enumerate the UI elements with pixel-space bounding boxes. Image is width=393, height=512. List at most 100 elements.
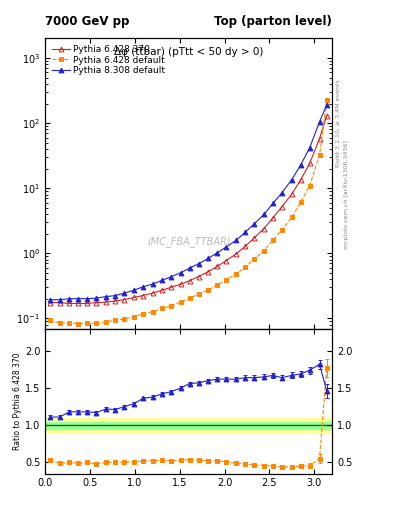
Pythia 6.428 370 [252,235,257,241]
Text: 7000 GeV pp: 7000 GeV pp [45,15,130,28]
Pythia 6.428 370 [160,287,164,293]
Pythia 6.428 370 [113,298,118,304]
Pythia 6.428 default [187,295,192,301]
Pythia 8.308 default [279,189,284,196]
Pythia 8.308 default [187,265,192,271]
Pythia 8.308 default [317,119,322,125]
Pythia 6.428 default [298,199,303,205]
Line: Pythia 6.428 370: Pythia 6.428 370 [47,113,329,306]
Pythia 6.428 default [196,291,201,297]
Pythia 6.428 default [113,317,118,324]
Pythia 6.428 370 [67,301,72,307]
Pythia 8.308 default [151,281,155,287]
Pythia 6.428 370 [317,136,322,142]
Pythia 8.308 default [141,284,145,290]
Pythia 6.428 default [141,311,145,317]
Pythia 8.308 default [132,287,136,293]
Pythia 6.428 370 [224,258,229,264]
Pythia 6.428 default [262,248,266,254]
Legend: Pythia 6.428 370, Pythia 6.428 default, Pythia 8.308 default: Pythia 6.428 370, Pythia 6.428 default, … [50,43,167,77]
Pythia 8.308 default [262,211,266,218]
Pythia 6.428 370 [141,292,145,298]
Pythia 6.428 default [132,313,136,319]
Pythia 8.308 default [160,278,164,284]
Pythia 6.428 default [57,319,62,326]
Pythia 6.428 370 [298,177,303,183]
Pythia 6.428 default [243,264,248,270]
Pythia 6.428 default [289,215,294,221]
Pythia 8.308 default [224,244,229,250]
Pythia 6.428 370 [187,278,192,284]
Pythia 6.428 370 [85,301,90,307]
Pythia 6.428 370 [57,300,62,306]
Pythia 6.428 default [122,316,127,322]
Pythia 6.428 370 [215,263,220,269]
Pythia 8.308 default [206,255,211,261]
Pythia 6.428 default [252,257,257,263]
Pythia 8.308 default [113,292,118,298]
Pythia 8.308 default [76,295,81,302]
Pythia 6.428 370 [262,225,266,231]
Pythia 8.308 default [47,296,52,303]
Pythia 6.428 default [168,303,173,309]
Pythia 6.428 default [85,320,90,326]
Pythia 6.428 default [307,182,312,188]
Pythia 8.308 default [270,200,275,206]
Pythia 6.428 default [47,317,52,324]
Pythia 6.428 default [234,271,239,277]
Pythia 8.308 default [252,221,257,227]
Pythia 6.428 370 [243,243,248,249]
Pythia 6.428 370 [76,301,81,307]
Pythia 8.308 default [307,145,312,151]
Pythia 6.428 370 [132,294,136,301]
Pythia 8.308 default [85,295,90,302]
Text: mcplots.cern.ch [arXiv:1306.3436]: mcplots.cern.ch [arXiv:1306.3436] [344,140,349,249]
Bar [45,418,332,433]
Pythia 6.428 370 [307,160,312,166]
Text: (MC_FBA_TTBAR): (MC_FBA_TTBAR) [147,236,230,247]
Pythia 8.308 default [57,296,62,303]
Pythia 8.308 default [94,295,99,301]
Pythia 6.428 370 [289,191,294,197]
Pythia 8.308 default [67,295,72,302]
Text: Rivet 3.1.10; ≥ 3.4M events: Rivet 3.1.10; ≥ 3.4M events [336,79,341,167]
Pythia 8.308 default [178,270,183,276]
Line: Pythia 6.428 default: Pythia 6.428 default [47,97,329,326]
Bar [45,421,332,429]
Pythia 6.428 default [178,299,183,305]
Pythia 6.428 default [206,287,211,293]
Line: Pythia 8.308 default: Pythia 8.308 default [47,102,329,302]
Pythia 6.428 370 [151,290,155,296]
Pythia 6.428 default [317,152,322,158]
Pythia 6.428 370 [270,215,275,221]
Pythia 6.428 default [160,305,164,311]
Pythia 8.308 default [215,250,220,256]
Pythia 8.308 default [298,162,303,168]
Pythia 8.308 default [243,229,248,236]
Y-axis label: Ratio to Pythia 6.428 370: Ratio to Pythia 6.428 370 [13,352,22,450]
Pythia 6.428 370 [196,273,201,280]
Pythia 6.428 370 [94,300,99,306]
Pythia 6.428 370 [168,284,173,290]
Pythia 6.428 370 [47,300,52,306]
Pythia 6.428 370 [122,296,127,303]
Pythia 8.308 default [196,261,201,267]
Pythia 6.428 default [324,96,329,102]
Pythia 6.428 default [270,238,275,244]
Text: Δφ (tt̅bar) (pTtt < 50 dy > 0): Δφ (tt̅bar) (pTtt < 50 dy > 0) [114,47,263,57]
Pythia 6.428 default [224,276,229,283]
Pythia 8.308 default [324,102,329,108]
Text: Top (parton level): Top (parton level) [214,15,332,28]
Pythia 6.428 default [76,321,81,327]
Pythia 6.428 370 [104,299,108,305]
Pythia 6.428 default [151,309,155,315]
Pythia 6.428 370 [324,113,329,119]
Pythia 8.308 default [289,177,294,183]
Pythia 6.428 default [94,321,99,327]
Pythia 6.428 370 [279,204,284,210]
Pythia 6.428 370 [178,281,183,287]
Pythia 8.308 default [168,274,173,280]
Pythia 6.428 370 [206,268,211,274]
Pythia 6.428 default [215,282,220,288]
Pythia 8.308 default [234,237,239,243]
